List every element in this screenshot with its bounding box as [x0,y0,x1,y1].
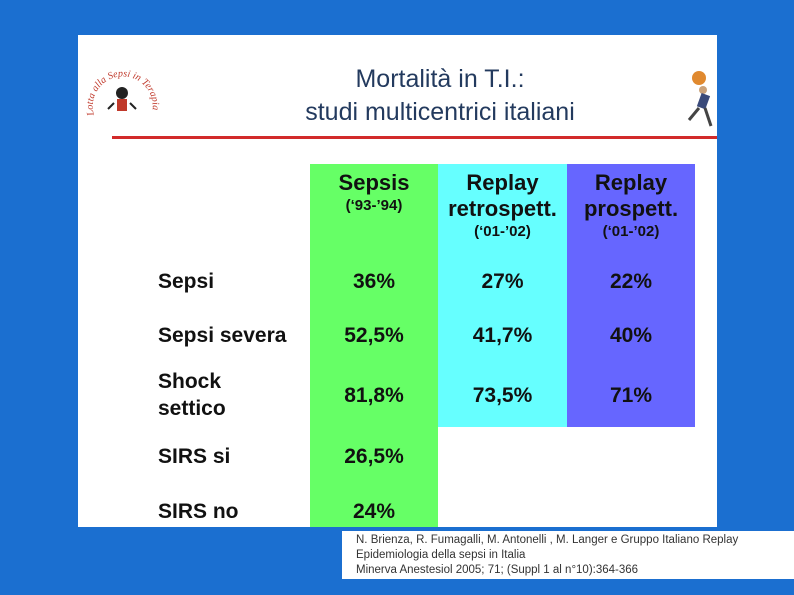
column-header-years: (‘93-’94) [345,197,403,214]
table-cell: 36% [352,270,396,293]
column-header-sepsis: Sepsis (‘93-’94) [310,170,438,216]
citation-authors: N. Brienza, R. Fumagalli, M. Antonelli ,… [356,534,739,546]
column-replay-prosp-bg [567,164,695,427]
table-cell: 40% [609,324,653,347]
citation-title: Epidemiologia della sepsi in Italia [356,549,526,561]
table-cell: 22% [609,270,653,293]
column-header-replay-prosp: Replay prospett. (‘01-’02) [567,170,695,242]
table-cell: 73,5% [472,384,533,407]
row-label-shock-settico: Shock settico [158,368,226,422]
citation-journal: Minerva Anestesiol 2005; 71; (Suppl 1 al… [356,564,639,576]
table-cell: 24% [352,500,396,523]
table-cell: 27% [481,270,524,293]
title-line-2: studi multicentrici italiani [305,98,575,126]
row-label-sirs-si: SIRS si [158,445,231,468]
column-sepsis-bg [310,164,438,527]
basketball-player-icon [687,71,713,127]
row-label-sepsi: Sepsi [158,270,215,293]
table-cell: 52,5% [344,324,404,347]
table-cell: 26,5% [344,445,404,468]
row-label-sepsi-severa: Sepsi severa [158,324,287,347]
table-cell: 71% [609,384,653,407]
column-header-replay-retro: Replay retrospett. (‘01-’02) [438,170,567,242]
citation: N. Brienza, R. Fumagalli, M. Antonelli ,… [342,531,794,579]
table-cell: 41,7% [472,324,533,347]
column-replay-retro-bg [438,164,567,427]
title-line-1: Mortalità in T.I.: [355,65,525,93]
column-header-years: (‘01-’02) [474,223,531,240]
column-header-name-2: prospett. [583,196,679,221]
table-cell: 81,8% [344,384,404,407]
column-header-years: (‘01-’02) [602,223,660,240]
column-header-name-1: Replay [466,170,539,195]
row-label-sirs-no: SIRS no [158,500,239,523]
title-divider [112,136,717,139]
column-header-name: Sepsis [338,170,410,195]
column-header-name-1: Replay [594,170,668,195]
row-label-line-1: Shock [158,370,222,393]
page-title: Mortalità in T.I.: studi multicentrici i… [200,63,680,129]
row-label-line-2: settico [158,397,226,420]
sepsis-campaign-logo-icon: Lotta alla Sepsi in Terapia Intensiva [82,55,161,118]
column-header-name-2: retrospett. [448,196,557,221]
